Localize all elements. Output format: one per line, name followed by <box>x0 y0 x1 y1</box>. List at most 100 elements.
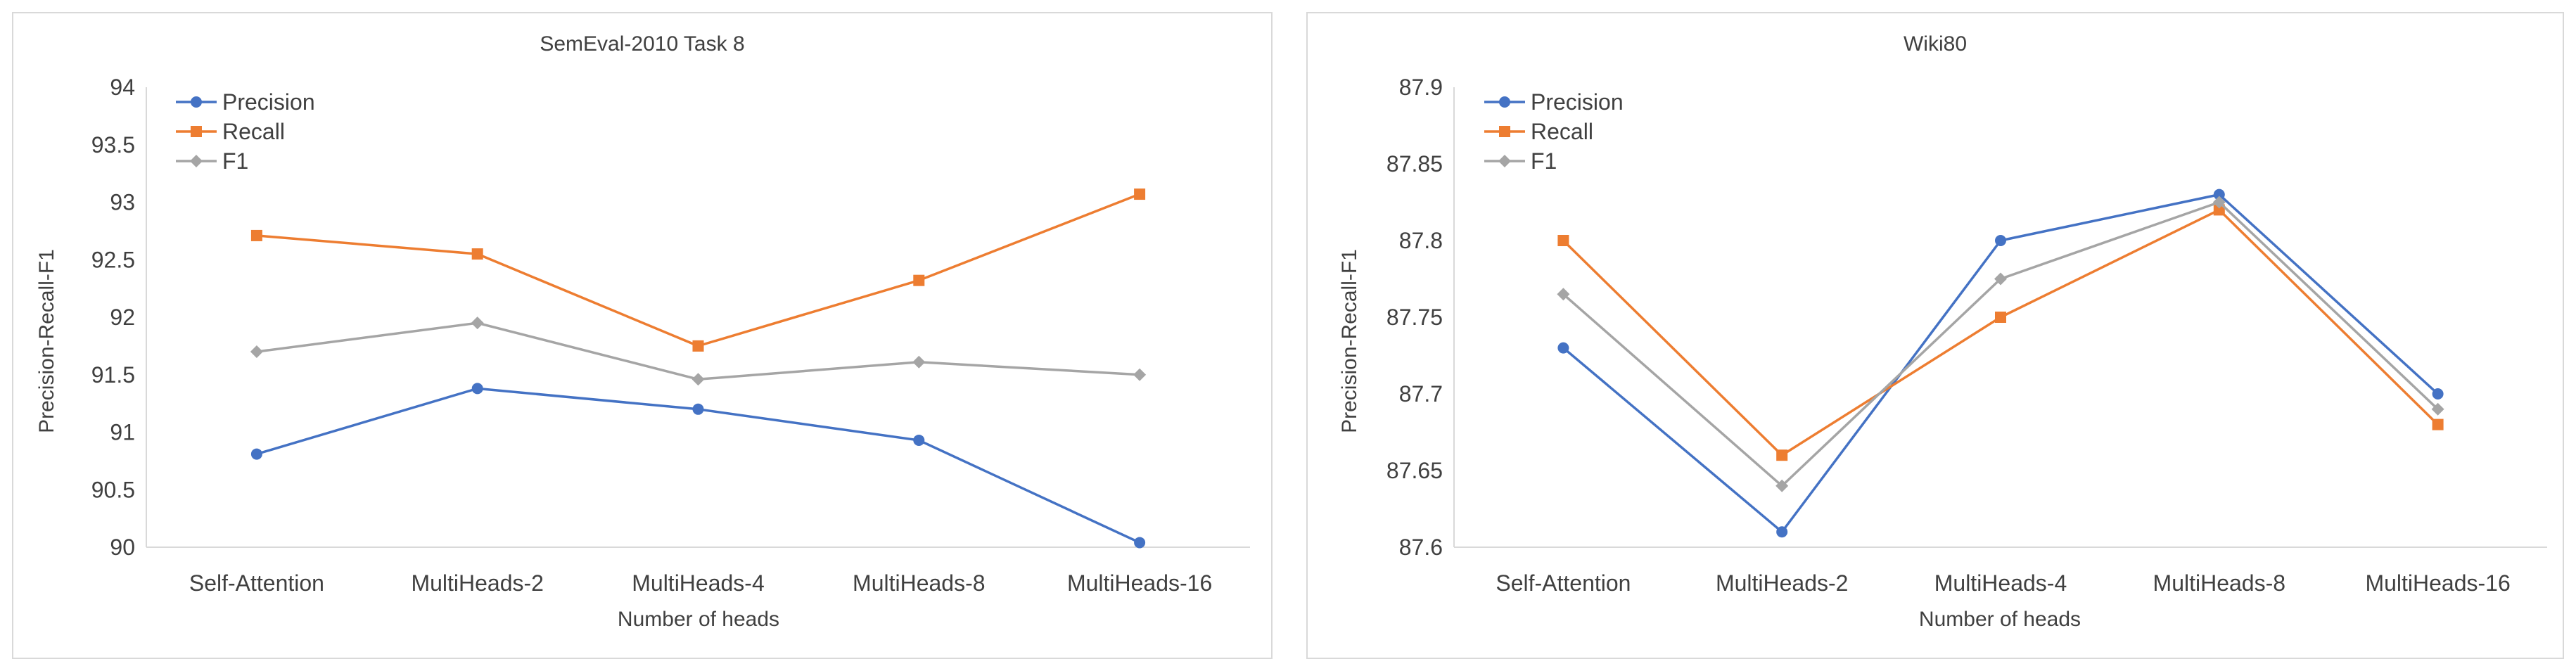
data-point-precision <box>471 383 483 395</box>
y-tick-label: 90.5 <box>91 477 135 502</box>
y-axis-label: Precision-Recall-F1 <box>35 249 58 433</box>
legend-marker <box>190 155 203 167</box>
data-point-recall <box>2213 204 2225 216</box>
chart-title: SemEval-2010 Task 8 <box>540 32 744 56</box>
data-point-precision <box>1776 526 1788 538</box>
y-tick-label: 87.7 <box>1399 381 1443 407</box>
y-tick-label: 93 <box>110 190 135 215</box>
y-tick-label: 87.65 <box>1386 458 1443 483</box>
data-point-precision <box>2213 188 2225 200</box>
chart-title: Wiki80 <box>1904 32 1967 56</box>
data-point-f1 <box>471 317 484 330</box>
series-layer <box>1557 188 2444 538</box>
x-tick-label: Self-Attention <box>1496 570 1631 596</box>
series-recall <box>250 188 1146 352</box>
data-point-precision <box>913 434 925 446</box>
x-tick-label: MultiHeads-2 <box>1716 570 1849 596</box>
data-point-recall <box>692 340 704 352</box>
y-tick-labels: 87.6 87.65 87.7 87.75 87.8 87.85 87.9 <box>1386 75 1443 560</box>
legend-label: Precision <box>222 89 315 115</box>
data-point-f1 <box>1133 368 1147 381</box>
data-point-recall <box>1134 188 1146 200</box>
y-tick-label: 92 <box>110 305 135 330</box>
chart-border <box>1306 12 2564 659</box>
x-tick-label: MultiHeads-4 <box>632 570 765 596</box>
legend-label: F1 <box>222 148 248 174</box>
y-tick-label: 91.5 <box>91 362 135 388</box>
x-tick-label: MultiHeads-8 <box>2153 570 2286 596</box>
data-point-f1 <box>912 355 926 369</box>
legend-item-precision: Precision <box>1484 89 1624 115</box>
series-recall <box>1557 204 2444 461</box>
data-point-f1 <box>2431 402 2444 416</box>
x-tick-label: MultiHeads-8 <box>853 570 986 596</box>
x-axis-label: Number of heads <box>618 608 779 631</box>
series-f1 <box>250 317 1147 386</box>
legend-label: Precision <box>1531 89 1624 115</box>
y-tick-label: 91 <box>110 420 135 445</box>
x-axis-label: Number of heads <box>1919 608 2081 631</box>
y-tick-label: 87.85 <box>1386 151 1443 177</box>
y-tick-label: 92.5 <box>91 247 135 272</box>
x-tick-label: Self-Attention <box>189 570 324 596</box>
data-point-f1 <box>1775 479 1789 492</box>
x-tick-label: MultiHeads-16 <box>1067 570 1212 596</box>
chart-semeval: SemEval-2010 Task 8 Precision-Recall-F1 … <box>12 12 1273 659</box>
x-tick-label: MultiHeads-4 <box>1934 570 2067 596</box>
data-point-f1 <box>1557 288 1570 301</box>
legend-marker <box>1498 155 1511 167</box>
data-point-recall <box>913 274 925 286</box>
data-point-precision <box>1134 537 1146 549</box>
y-tick-label: 87.8 <box>1399 228 1443 253</box>
legend-label: Recall <box>222 119 285 144</box>
y-tick-label: 90 <box>110 535 135 560</box>
y-tick-label: 87.6 <box>1399 535 1443 560</box>
legend: Precision Recall F1 <box>176 89 315 174</box>
x-tick-labels: Self-Attention MultiHeads-2 MultiHeads-4 Mu… <box>1496 570 2510 596</box>
legend-item-f1: F1 <box>1484 148 1557 174</box>
chart-wiki80: Wiki80 Precision-Recall-F1 Number of hea… <box>1306 12 2564 659</box>
x-tick-label: MultiHeads-2 <box>411 570 544 596</box>
legend-item-recall: Recall <box>176 119 285 144</box>
y-tick-label: 93.5 <box>91 132 135 158</box>
legend-marker <box>191 126 202 137</box>
y-axis-label: Precision-Recall-F1 <box>1338 249 1361 433</box>
series-precision <box>1557 188 2444 538</box>
legend-marker <box>191 96 202 108</box>
legend-label: Recall <box>1531 119 1593 144</box>
series-precision <box>250 383 1146 549</box>
x-tick-label: MultiHeads-16 <box>2365 570 2510 596</box>
data-point-recall <box>1557 235 1569 246</box>
data-point-f1 <box>1994 272 2007 286</box>
y-tick-label: 87.9 <box>1399 75 1443 100</box>
data-point-recall <box>250 229 262 241</box>
data-point-precision <box>1557 342 1569 354</box>
legend-item-precision: Precision <box>176 89 315 115</box>
data-point-recall <box>471 248 483 260</box>
data-point-recall <box>1776 449 1788 461</box>
legend: Precision Recall F1 <box>1484 89 1624 174</box>
data-point-f1 <box>2212 196 2226 209</box>
y-tick-label: 87.75 <box>1386 305 1443 330</box>
series-layer <box>250 188 1147 549</box>
data-point-precision <box>2432 388 2444 400</box>
y-tick-labels: 90 90.5 91 91.5 92 92.5 93 93.5 94 <box>91 75 135 560</box>
legend-marker <box>1499 126 1510 137</box>
x-tick-labels: Self-Attention MultiHeads-2 MultiHeads-4 Mu… <box>189 570 1212 596</box>
data-point-recall <box>2432 418 2444 430</box>
data-point-precision <box>692 403 704 415</box>
data-point-f1 <box>691 373 705 386</box>
data-point-recall <box>1995 312 2006 323</box>
data-point-precision <box>1995 235 2006 246</box>
legend-label: F1 <box>1531 148 1557 174</box>
legend-item-f1: F1 <box>176 148 248 174</box>
legend-item-recall: Recall <box>1484 119 1593 144</box>
data-point-precision <box>250 448 262 460</box>
y-tick-label: 94 <box>110 75 135 100</box>
chart-border <box>12 12 1273 659</box>
data-point-f1 <box>250 345 263 359</box>
series-f1 <box>1557 196 2444 492</box>
legend-marker <box>1499 96 1510 108</box>
